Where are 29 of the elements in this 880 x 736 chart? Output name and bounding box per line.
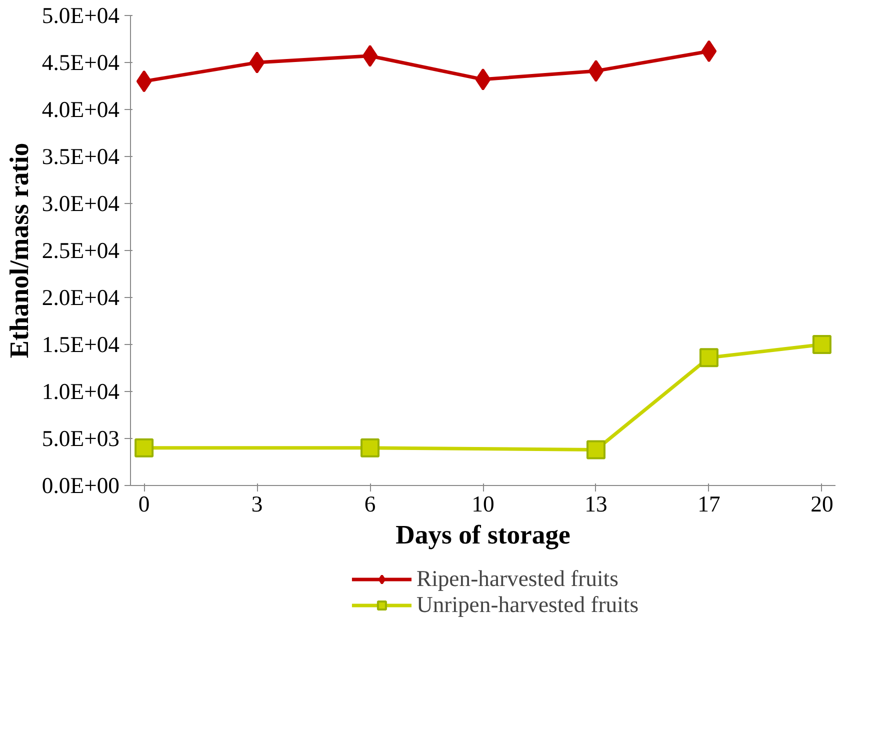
point: [134, 438, 154, 458]
point: [701, 40, 717, 62]
y-tick-label: 5.0E+03: [42, 426, 120, 451]
point: [249, 52, 265, 74]
y-tick-label: 2.0E+04: [42, 285, 120, 310]
y-tick-label: 2.5E+04: [42, 238, 120, 263]
y-tick-label: 1.5E+04: [42, 332, 120, 357]
x-tick-label: 20: [810, 492, 834, 516]
y-tick-label: 1.0E+04: [42, 379, 120, 404]
point: [588, 60, 604, 82]
y-tick-label: 0.0E+00: [42, 473, 120, 498]
y-tick-label: 3.0E+04: [42, 191, 120, 216]
x-tick-label: 17: [698, 492, 720, 516]
y-tick-label: 4.5E+04: [42, 50, 120, 75]
y-tick-label: 5.0E+04: [42, 3, 120, 28]
y-tick-label: 4.0E+04: [42, 97, 120, 122]
y-tick-label: 3.5E+04: [42, 144, 120, 169]
point: [136, 70, 152, 92]
x-tick-label: 13: [584, 492, 608, 516]
legend-label: Ripen-harvested fruits: [416, 566, 618, 592]
x-tick-label: 10: [472, 492, 494, 516]
x-tick-label: 3: [251, 492, 263, 516]
x-axis-title: Days of storage: [396, 520, 571, 550]
y-axis-title: Ethanol/mass ratio: [4, 142, 34, 358]
x-tick-label: 6: [364, 492, 376, 516]
legend-label: Unripen-harvested fruits: [416, 592, 639, 618]
x-tick-label: 0: [138, 492, 150, 516]
point: [362, 44, 378, 67]
point: [475, 68, 491, 90]
